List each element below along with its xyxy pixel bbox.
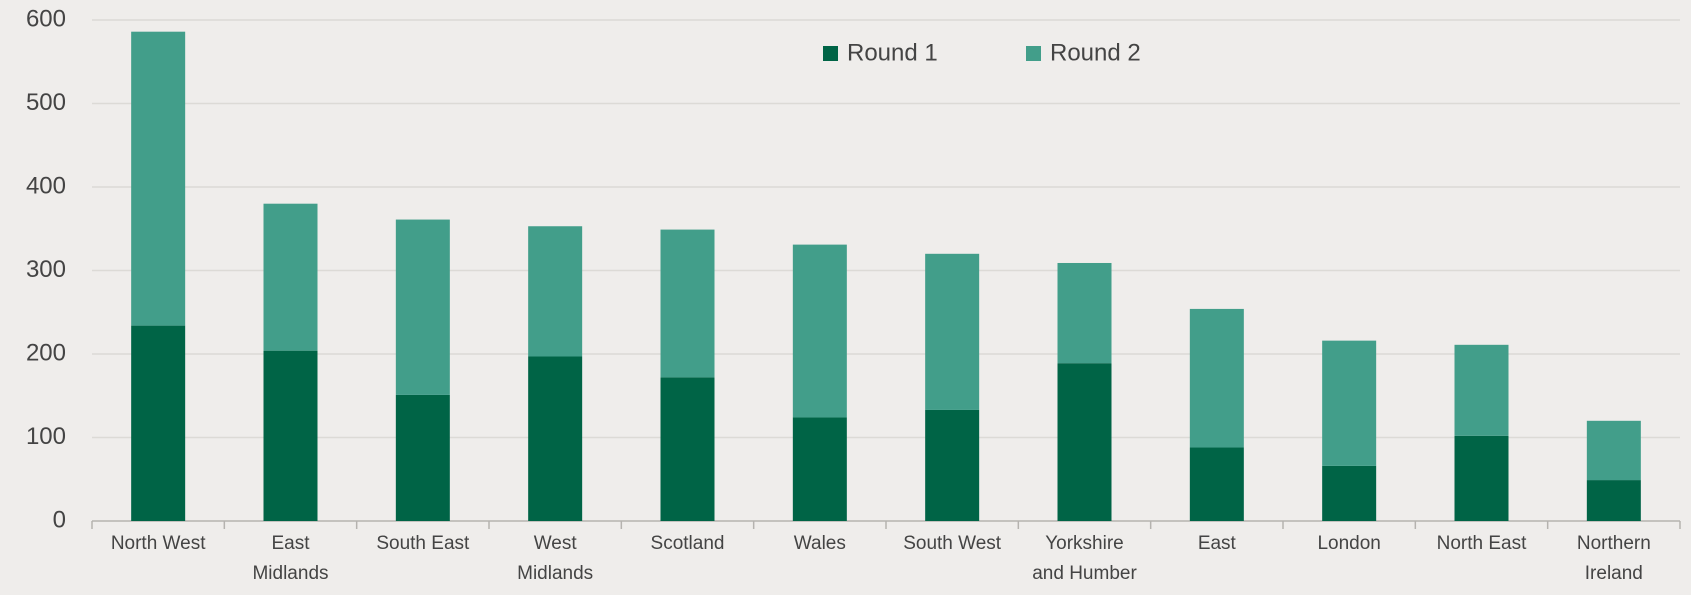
bar-segment (1586, 480, 1641, 521)
bar-segment (925, 253, 980, 410)
bar-segment (1454, 435, 1509, 521)
x-tick-label: South East (376, 533, 470, 554)
bar-segment (131, 325, 186, 521)
legend-label: Round 1 (847, 39, 938, 66)
bar-segment (1322, 465, 1377, 521)
bar-segment (1454, 344, 1509, 436)
bar-segment (528, 226, 583, 357)
x-tick-label: East (1197, 533, 1236, 554)
bar-segment (1586, 420, 1641, 481)
bar-segment (660, 229, 715, 378)
legend-swatch (1026, 46, 1041, 61)
bar-segment (131, 31, 186, 326)
y-tick-label: 0 (53, 506, 66, 533)
x-tick-label: Wales (793, 533, 846, 554)
x-tick-label: Northern Ireland (1576, 533, 1651, 584)
legend-label: Round 2 (1050, 39, 1141, 66)
x-tick-label: West Midlands (517, 533, 594, 584)
x-tick-label: Scotland (650, 533, 725, 554)
x-tick-label: London (1317, 533, 1381, 554)
bar-segment (1189, 447, 1244, 521)
x-tick-label: North East (1436, 533, 1527, 554)
bar-segment (395, 394, 450, 521)
bar-segment (925, 409, 980, 521)
y-tick-label: 300 (26, 256, 66, 283)
bar-segment (395, 219, 450, 395)
bar-segment (263, 350, 318, 521)
bar-segment (263, 203, 318, 351)
x-tick-label: South West (903, 533, 1002, 554)
x-tick-label: East Midlands (252, 533, 329, 584)
bar-segment (1057, 363, 1112, 521)
x-tick-label: North West (110, 533, 206, 554)
bar-segment (528, 356, 583, 521)
bar-segment (1189, 308, 1244, 448)
bar-segment (660, 377, 715, 521)
y-tick-label: 400 (26, 172, 66, 199)
bar-segment (1322, 340, 1377, 466)
y-tick-label: 600 (26, 5, 66, 32)
y-tick-label: 100 (26, 423, 66, 450)
y-tick-label: 200 (26, 339, 66, 366)
bar-segment (792, 417, 847, 521)
bar-segment (1057, 262, 1112, 364)
y-tick-label: 500 (26, 89, 66, 116)
x-tick-label: Yorkshire and Humber (1032, 533, 1137, 584)
legend-swatch (823, 46, 838, 61)
bar-segment (792, 244, 847, 418)
